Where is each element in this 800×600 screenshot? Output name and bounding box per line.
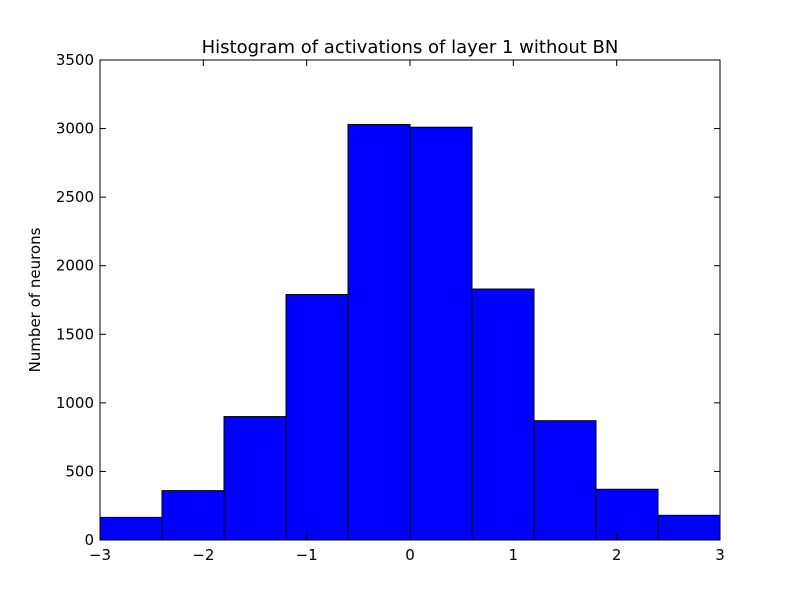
- y-axis-label: Number of neurons: [26, 227, 44, 372]
- x-tick-label: −1: [296, 546, 318, 564]
- x-tick-label: 1: [509, 546, 519, 564]
- histogram-bar: [285, 294, 349, 541]
- chart-title: Histogram of activations of layer 1 with…: [202, 37, 619, 58]
- y-tick-label: 1500: [56, 325, 94, 343]
- histogram-bar: [657, 514, 721, 541]
- x-tick-label: 3: [715, 546, 725, 564]
- x-tick-label: −2: [192, 546, 214, 564]
- histogram-bar: [409, 126, 473, 541]
- y-tick-label: 2500: [56, 188, 94, 206]
- tick-labels-group: −3 −2 −1 0 1 2 3 0 500 1000 1500 2000 2500 3000 3500: [56, 51, 725, 564]
- histogram-bar: [347, 123, 411, 541]
- histogram-bar: [223, 416, 287, 541]
- bars-group: [99, 123, 721, 541]
- histogram-bar: [595, 488, 659, 541]
- histogram-bar: [161, 490, 225, 541]
- plot-frame: [99, 59, 721, 541]
- x-tick-label: 2: [612, 546, 622, 564]
- y-tick-label: 1000: [56, 394, 94, 412]
- histogram-bar: [533, 420, 597, 541]
- x-tick-label: 0: [405, 546, 415, 564]
- x-tick-label: −3: [89, 546, 111, 564]
- y-tick-label: 0: [84, 531, 94, 549]
- y-tick-label: 500: [65, 462, 94, 480]
- histogram-bar: [99, 516, 163, 541]
- y-tick-label: 3000: [56, 120, 94, 138]
- y-tick-label: 2000: [56, 257, 94, 275]
- histogram-bar: [471, 288, 535, 541]
- y-tick-label: 3500: [56, 51, 94, 69]
